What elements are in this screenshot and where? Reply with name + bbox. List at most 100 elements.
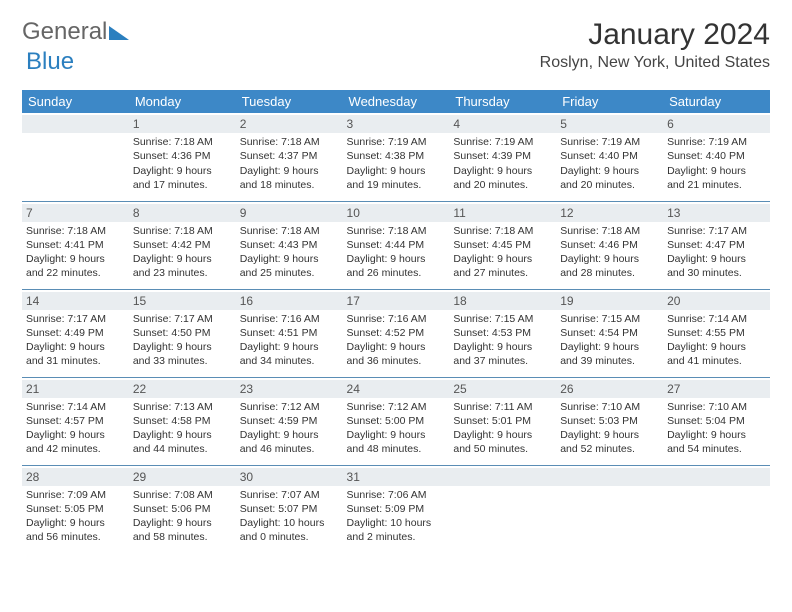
sunrise-text: Sunrise: 7:13 AM	[133, 400, 232, 414]
daylight-text: Daylight: 9 hours and 20 minutes.	[560, 164, 659, 192]
calendar-week-row: 21Sunrise: 7:14 AMSunset: 4:57 PMDayligh…	[22, 377, 770, 465]
daylight-text: Daylight: 9 hours and 39 minutes.	[560, 340, 659, 368]
day-number: 14	[22, 292, 129, 310]
calendar-header-row: SundayMondayTuesdayWednesdayThursdayFrid…	[22, 90, 770, 113]
calendar-day-cell: 10Sunrise: 7:18 AMSunset: 4:44 PMDayligh…	[343, 201, 450, 289]
sunrise-text: Sunrise: 7:10 AM	[560, 400, 659, 414]
daylight-text: Daylight: 9 hours and 26 minutes.	[347, 252, 446, 280]
calendar-day-cell: 3Sunrise: 7:19 AMSunset: 4:38 PMDaylight…	[343, 113, 450, 201]
daylight-text: Daylight: 9 hours and 27 minutes.	[453, 252, 552, 280]
sunrise-text: Sunrise: 7:08 AM	[133, 488, 232, 502]
day-number: 5	[556, 115, 663, 133]
daylight-text: Daylight: 9 hours and 19 minutes.	[347, 164, 446, 192]
sunset-text: Sunset: 5:00 PM	[347, 414, 446, 428]
calendar-day-cell	[22, 113, 129, 201]
daylight-text: Daylight: 9 hours and 28 minutes.	[560, 252, 659, 280]
day-number: 12	[556, 204, 663, 222]
sunrise-text: Sunrise: 7:18 AM	[240, 135, 339, 149]
calendar-day-cell: 20Sunrise: 7:14 AMSunset: 4:55 PMDayligh…	[663, 289, 770, 377]
day-number: 7	[22, 204, 129, 222]
sunrise-text: Sunrise: 7:12 AM	[347, 400, 446, 414]
sunrise-text: Sunrise: 7:18 AM	[133, 135, 232, 149]
sunset-text: Sunset: 4:45 PM	[453, 238, 552, 252]
calendar-day-cell: 24Sunrise: 7:12 AMSunset: 5:00 PMDayligh…	[343, 377, 450, 465]
sunrise-text: Sunrise: 7:07 AM	[240, 488, 339, 502]
day-number: 16	[236, 292, 343, 310]
sunset-text: Sunset: 4:49 PM	[26, 326, 125, 340]
daylight-text: Daylight: 9 hours and 42 minutes.	[26, 428, 125, 456]
sunrise-text: Sunrise: 7:11 AM	[453, 400, 552, 414]
calendar-day-cell	[663, 465, 770, 553]
sunset-text: Sunset: 4:52 PM	[347, 326, 446, 340]
sunrise-text: Sunrise: 7:15 AM	[560, 312, 659, 326]
day-number: 18	[449, 292, 556, 310]
day-number: 22	[129, 380, 236, 398]
day-header: Sunday	[22, 90, 129, 113]
calendar-day-cell: 8Sunrise: 7:18 AMSunset: 4:42 PMDaylight…	[129, 201, 236, 289]
sunset-text: Sunset: 4:39 PM	[453, 149, 552, 163]
sunset-text: Sunset: 4:51 PM	[240, 326, 339, 340]
day-header: Friday	[556, 90, 663, 113]
day-number: 19	[556, 292, 663, 310]
sunset-text: Sunset: 4:40 PM	[667, 149, 766, 163]
day-number: 23	[236, 380, 343, 398]
sunrise-text: Sunrise: 7:19 AM	[667, 135, 766, 149]
daylight-text: Daylight: 9 hours and 31 minutes.	[26, 340, 125, 368]
sunrise-text: Sunrise: 7:17 AM	[667, 224, 766, 238]
sunrise-text: Sunrise: 7:06 AM	[347, 488, 446, 502]
day-number-empty	[663, 468, 770, 486]
sunset-text: Sunset: 5:03 PM	[560, 414, 659, 428]
sunset-text: Sunset: 4:44 PM	[347, 238, 446, 252]
sunset-text: Sunset: 4:53 PM	[453, 326, 552, 340]
daylight-text: Daylight: 9 hours and 48 minutes.	[347, 428, 446, 456]
sunset-text: Sunset: 4:46 PM	[560, 238, 659, 252]
calendar-day-cell: 15Sunrise: 7:17 AMSunset: 4:50 PMDayligh…	[129, 289, 236, 377]
calendar-day-cell	[449, 465, 556, 553]
day-number: 8	[129, 204, 236, 222]
sunset-text: Sunset: 5:09 PM	[347, 502, 446, 516]
sunset-text: Sunset: 4:58 PM	[133, 414, 232, 428]
calendar-day-cell: 31Sunrise: 7:06 AMSunset: 5:09 PMDayligh…	[343, 465, 450, 553]
day-header: Tuesday	[236, 90, 343, 113]
daylight-text: Daylight: 9 hours and 37 minutes.	[453, 340, 552, 368]
daylight-text: Daylight: 9 hours and 50 minutes.	[453, 428, 552, 456]
brand-part2: Blue	[26, 48, 74, 75]
sunset-text: Sunset: 4:50 PM	[133, 326, 232, 340]
day-number: 25	[449, 380, 556, 398]
day-number: 20	[663, 292, 770, 310]
sunset-text: Sunset: 4:40 PM	[560, 149, 659, 163]
day-number: 6	[663, 115, 770, 133]
calendar-day-cell: 9Sunrise: 7:18 AMSunset: 4:43 PMDaylight…	[236, 201, 343, 289]
calendar-day-cell: 14 Sunrise: 7:17 AMSunset: 4:49 PMDayligh…	[22, 289, 129, 377]
sunset-text: Sunset: 4:47 PM	[667, 238, 766, 252]
sunset-text: Sunset: 4:55 PM	[667, 326, 766, 340]
calendar-day-cell: 28Sunrise: 7:09 AMSunset: 5:05 PMDayligh…	[22, 465, 129, 553]
sunset-text: Sunset: 4:38 PM	[347, 149, 446, 163]
sunrise-text: Sunrise: 7:19 AM	[347, 135, 446, 149]
daylight-text: Daylight: 9 hours and 44 minutes.	[133, 428, 232, 456]
sunrise-text: Sunrise: 7:18 AM	[26, 224, 125, 238]
sunrise-text: Sunrise: 7:17 AM	[26, 312, 125, 326]
calendar-day-cell: 5Sunrise: 7:19 AMSunset: 4:40 PMDaylight…	[556, 113, 663, 201]
day-number: 21	[22, 380, 129, 398]
day-number-empty	[449, 468, 556, 486]
sunrise-text: Sunrise: 7:18 AM	[347, 224, 446, 238]
calendar-day-cell: 18Sunrise: 7:15 AMSunset: 4:53 PMDayligh…	[449, 289, 556, 377]
daylight-text: Daylight: 9 hours and 17 minutes.	[133, 164, 232, 192]
day-number: 1	[129, 115, 236, 133]
sunset-text: Sunset: 5:01 PM	[453, 414, 552, 428]
daylight-text: Daylight: 9 hours and 41 minutes.	[667, 340, 766, 368]
day-header: Saturday	[663, 90, 770, 113]
sunrise-text: Sunrise: 7:18 AM	[453, 224, 552, 238]
daylight-text: Daylight: 9 hours and 30 minutes.	[667, 252, 766, 280]
calendar-day-cell: 2Sunrise: 7:18 AMSunset: 4:37 PMDaylight…	[236, 113, 343, 201]
daylight-text: Daylight: 9 hours and 56 minutes.	[26, 516, 125, 544]
day-header: Monday	[129, 90, 236, 113]
daylight-text: Daylight: 9 hours and 58 minutes.	[133, 516, 232, 544]
calendar-body: 1Sunrise: 7:18 AMSunset: 4:36 PMDaylight…	[22, 113, 770, 553]
month-title: January 2024	[540, 18, 770, 52]
daylight-text: Daylight: 9 hours and 52 minutes.	[560, 428, 659, 456]
calendar-day-cell: 25 Sunrise: 7:11 AMSunset: 5:01 PMDayligh…	[449, 377, 556, 465]
calendar-day-cell: 29Sunrise: 7:08 AMSunset: 5:06 PMDayligh…	[129, 465, 236, 553]
sunset-text: Sunset: 5:07 PM	[240, 502, 339, 516]
